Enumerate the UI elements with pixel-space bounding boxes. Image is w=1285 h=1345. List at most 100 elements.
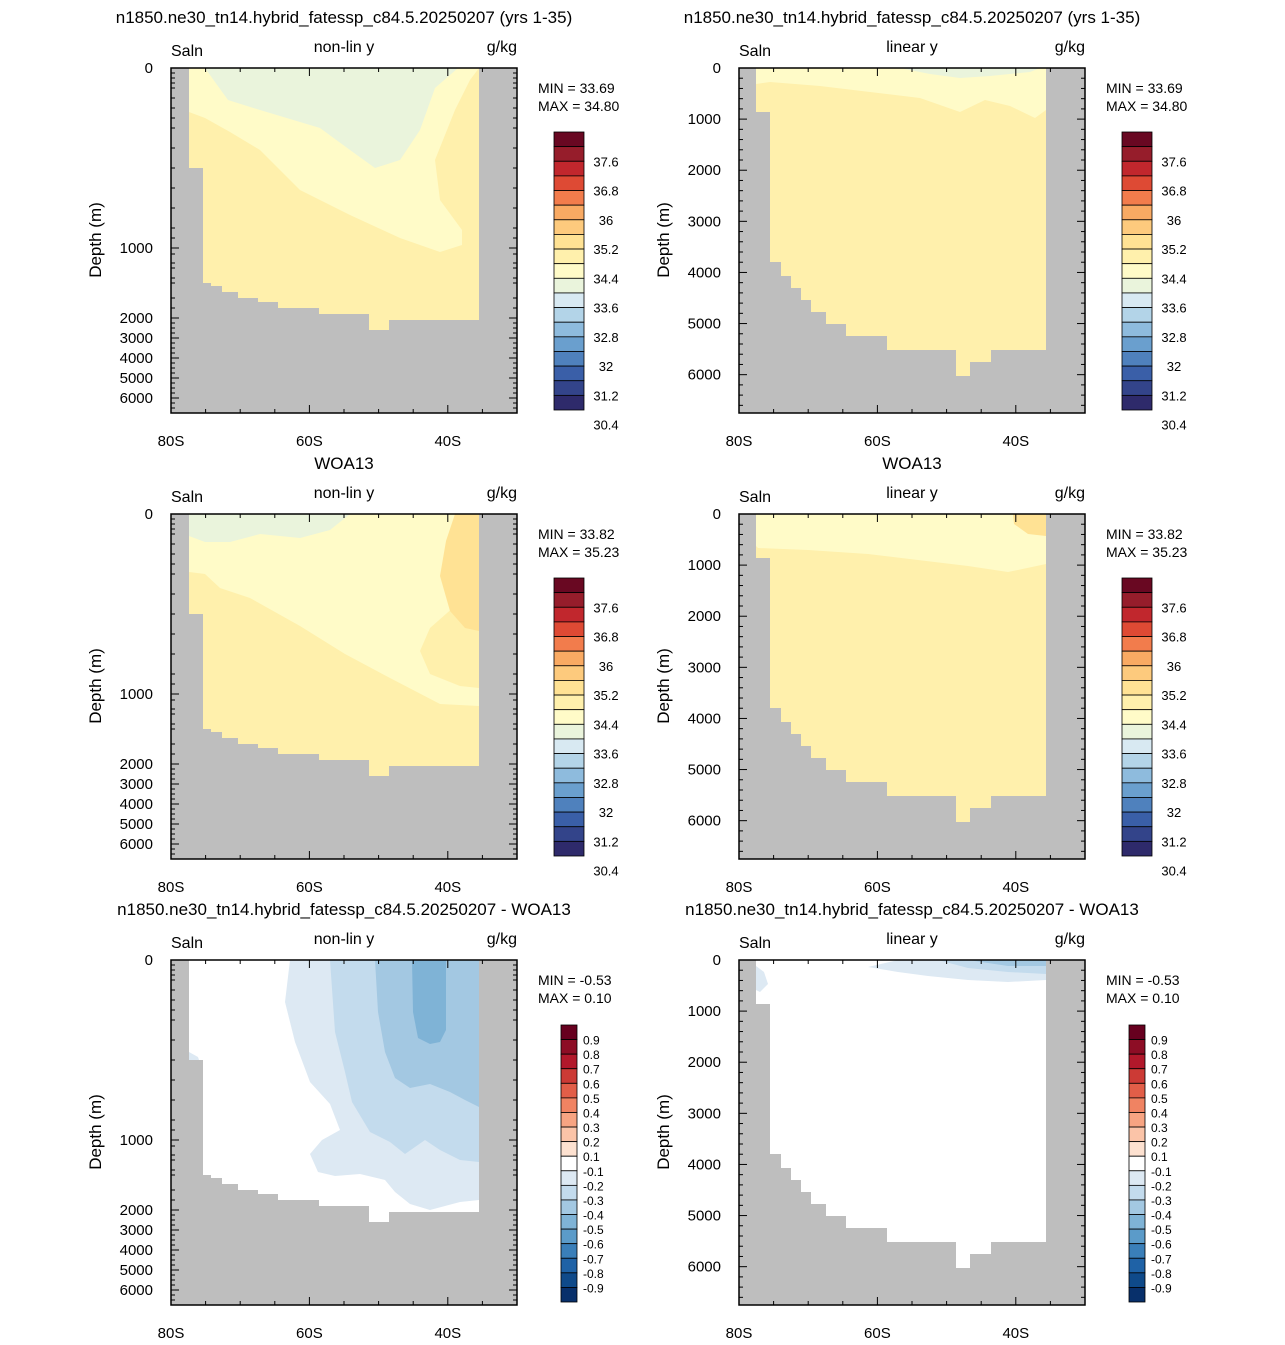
colorbar-swatch (1121, 650, 1153, 667)
colorbar-swatch (553, 292, 585, 308)
colorbar-label: 0.3 (1151, 1121, 1168, 1135)
colorbar-swatch (553, 160, 585, 177)
y-tick-label: 5000 (688, 316, 721, 333)
y-tick-label: 3000 (688, 213, 721, 230)
colorbar-swatch (1121, 709, 1153, 725)
contour-fills (189, 960, 479, 1210)
y-tick-label: 0 (713, 506, 721, 523)
y-tick-label: 3000 (688, 1105, 721, 1122)
min-value: MIN = 33.69 (1106, 80, 1183, 96)
x-tick-label: 80S (726, 879, 753, 896)
colorbar-swatch (553, 219, 585, 235)
y-tick-label: 5000 (120, 1262, 153, 1279)
y-tick-label: 3000 (120, 1222, 153, 1239)
y-tick-label: 2000 (688, 1054, 721, 1071)
colorbar-swatch (1121, 680, 1153, 696)
min-value: MIN = -0.53 (1106, 972, 1180, 988)
y-tick-label: 1000 (120, 240, 153, 257)
colorbar-swatch (1128, 1112, 1146, 1128)
panel-title: WOA13 (882, 454, 942, 473)
colorbar-swatch (553, 365, 585, 382)
y-tick-label: 4000 (688, 710, 721, 727)
colorbar-label: 36 (1167, 213, 1181, 228)
y-tick-label: 1000 (120, 686, 153, 703)
colorbar-swatch (560, 1170, 578, 1186)
max-value: MAX = 0.10 (538, 990, 612, 1006)
colorbar-swatch (553, 190, 585, 206)
colorbar-label: 33.6 (1161, 747, 1186, 762)
units-label: g/kg (487, 485, 517, 502)
colorbar-swatch (560, 1272, 578, 1288)
colorbar-swatch (1121, 723, 1153, 740)
panel-title: n1850.ne30_tn14.hybrid_fatessp_c84.5.202… (685, 900, 1139, 919)
colorbar-label: 36 (1167, 659, 1181, 674)
y-axis-label: Depth (m) (86, 1094, 105, 1170)
colorbar-label: 35.2 (1161, 242, 1186, 257)
colorbar-swatch (560, 1141, 578, 1157)
y-tick-label: 6000 (688, 1259, 721, 1276)
colorbar-swatch (1121, 621, 1153, 637)
colorbar-swatch (553, 263, 585, 279)
max-value: MAX = 35.23 (1106, 544, 1188, 560)
units-label: g/kg (1055, 931, 1085, 948)
contour-35.2 (440, 514, 479, 631)
y-tick-label: 0 (713, 60, 721, 77)
y-scale-label: linear y (886, 39, 938, 56)
colorbar-swatch (1121, 234, 1153, 250)
y-tick-label: 2000 (120, 1202, 153, 1219)
colorbar-label: 0.3 (583, 1121, 600, 1135)
colorbar-label: 0.1 (1151, 1150, 1168, 1164)
colorbar-swatch (560, 1155, 578, 1172)
colorbar-swatch (1128, 1039, 1146, 1055)
colorbar-label: -0.2 (1151, 1179, 1172, 1193)
colorbar-label: -0.7 (1151, 1252, 1172, 1266)
x-tick-label: 60S (296, 1325, 323, 1342)
y-tick-label: 1000 (688, 111, 721, 128)
panel-obs-nonlin: WOA13 Saln non-lin y g/kg 80S 60S 40S 0 1000 2000… (86, 454, 620, 896)
colorbar-swatch (1121, 826, 1153, 842)
colorbar-swatch (560, 1287, 578, 1303)
colorbar-swatch (553, 394, 585, 411)
colorbar-label: 32.8 (1161, 330, 1186, 345)
colorbar-label: -0.5 (583, 1223, 604, 1237)
y-axis-label: Depth (m) (86, 202, 105, 278)
colorbar-swatch (1121, 753, 1153, 769)
max-value: MAX = 35.23 (538, 544, 620, 560)
colorbar-swatch (553, 131, 585, 148)
colorbar-swatch (560, 1097, 578, 1113)
colorbar-label: 0.6 (583, 1077, 600, 1091)
x-tick-label: 40S (434, 433, 461, 450)
y-scale-label: non-lin y (314, 931, 374, 948)
x-tick-label: 60S (864, 433, 891, 450)
colorbar: 37.6 36.8 36 35.2 34.4 33.6 32.8 32 31.2 30.4 (1121, 131, 1187, 433)
x-tick-label: 60S (864, 879, 891, 896)
colorbar-swatch (1121, 190, 1153, 206)
x-tick-label: 40S (1002, 433, 1029, 450)
colorbar-label: 35.2 (1161, 688, 1186, 703)
y-tick-label: 3000 (120, 776, 153, 793)
colorbar-swatch (553, 680, 585, 696)
colorbar-label: 36.8 (1161, 630, 1186, 645)
units-label: g/kg (1055, 485, 1085, 502)
colorbar-label: 36 (599, 659, 613, 674)
colorbar-label: 30.4 (1161, 418, 1186, 433)
colorbar-swatch (553, 723, 585, 740)
y-tick-label: 0 (145, 952, 153, 969)
contour-34.4 (756, 514, 1046, 572)
colorbar-swatch (560, 1257, 578, 1274)
colorbar-label: 30.4 (593, 864, 618, 879)
colorbar-swatch (1128, 1287, 1146, 1303)
colorbar-swatch (553, 351, 585, 367)
y-tick-label: 3000 (688, 659, 721, 676)
contour-34.4 (189, 514, 479, 706)
colorbar-swatch (1121, 365, 1153, 382)
y-tick-label: 1000 (688, 1003, 721, 1020)
colorbar-swatch (1128, 1199, 1146, 1215)
colorbar-swatch (1121, 307, 1153, 323)
colorbar-label: -0.1 (1151, 1165, 1172, 1179)
colorbar-label: 36 (599, 213, 613, 228)
max-value: MAX = 34.80 (1106, 98, 1188, 114)
colorbar-swatch (553, 175, 585, 191)
colorbar-swatch (553, 577, 585, 594)
colorbar-swatch (553, 826, 585, 842)
